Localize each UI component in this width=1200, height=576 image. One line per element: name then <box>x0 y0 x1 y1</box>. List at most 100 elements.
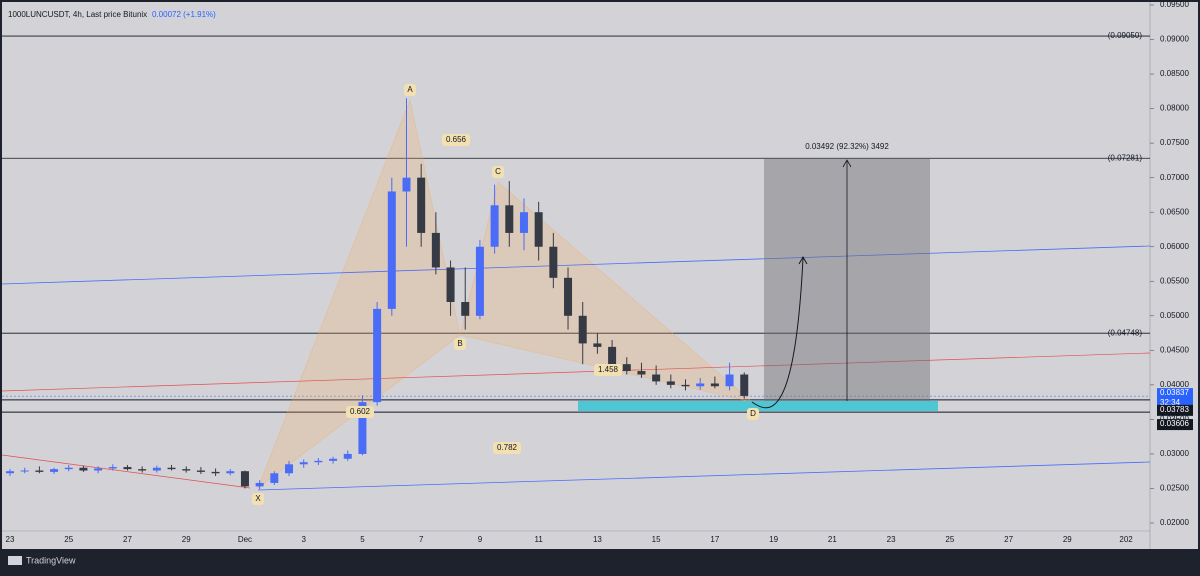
candle-body <box>740 374 749 396</box>
y-tick-label: 0.08500 <box>1160 69 1189 78</box>
x-tick-label: 13 <box>593 535 602 544</box>
level-label: (0.04748) <box>1108 328 1143 337</box>
candle-body <box>50 469 59 472</box>
x-tick-label: 25 <box>64 535 73 544</box>
candle-body <box>387 191 396 309</box>
x-tick-label: Dec <box>238 535 252 544</box>
candle-body <box>358 402 367 454</box>
point-badge <box>454 338 466 350</box>
candle-body <box>622 364 631 372</box>
candle-body <box>725 374 734 387</box>
trend-line <box>1 454 251 489</box>
candle-body <box>196 470 205 472</box>
level-label: (0.09050) <box>1108 31 1143 40</box>
y-tick-label: 0.07500 <box>1160 138 1189 147</box>
y-tick-label: 0.06000 <box>1160 242 1189 251</box>
point-label: B <box>457 339 462 348</box>
point-label: X <box>255 494 261 503</box>
y-tick-label: 0.03500 <box>1160 415 1189 424</box>
trend-line <box>1 352 1151 392</box>
x-tick-label: 27 <box>1004 535 1013 544</box>
x-tick-label: 3 <box>301 535 306 544</box>
candle-body <box>519 212 528 233</box>
candle-body <box>417 177 426 233</box>
candle-body <box>593 343 602 347</box>
candle-body <box>64 467 73 470</box>
ratio-badge <box>493 442 521 454</box>
countdown: 32:34 <box>1160 398 1181 407</box>
price-tag-box <box>1157 404 1193 416</box>
price-tag: 0.03837 <box>1160 388 1189 397</box>
x-tick-label: 202 <box>1119 535 1133 544</box>
y-tick-label: 0.04000 <box>1160 380 1189 389</box>
point-badge <box>252 493 264 505</box>
candle-body <box>226 471 235 474</box>
ratio-badge <box>594 364 622 376</box>
x-tick-label: 5 <box>360 535 365 544</box>
y-tick-label: 0.09000 <box>1160 35 1189 44</box>
x-tick-label: 27 <box>123 535 132 544</box>
candle-body <box>549 246 558 278</box>
point-badge <box>492 166 504 178</box>
x-tick-label: 23 <box>887 535 896 544</box>
candle-body <box>710 383 719 387</box>
point-label: C <box>495 167 501 176</box>
candle-body <box>505 205 514 233</box>
candle-body <box>255 482 264 487</box>
x-tick-label: 29 <box>182 535 191 544</box>
candle-body <box>211 471 220 474</box>
price-tag-box <box>1157 388 1193 409</box>
plot-background <box>2 2 1198 549</box>
candle-body <box>138 469 147 471</box>
candle-body <box>108 467 117 469</box>
candle-body <box>608 346 617 365</box>
point-badge <box>747 408 759 420</box>
candle-body <box>373 308 382 403</box>
brand-logo <box>8 556 22 565</box>
x-tick-label: 19 <box>769 535 778 544</box>
y-tick-label: 0.02500 <box>1160 484 1189 493</box>
x-tick-label: 7 <box>419 535 424 544</box>
projection-arrow <box>751 257 804 409</box>
ratio-badge <box>346 406 374 418</box>
point-label: D <box>750 409 756 418</box>
price-tag: 0.03783 <box>1160 405 1189 414</box>
candle-body <box>123 467 132 470</box>
candle-body <box>578 315 587 344</box>
level-label: (0.07281) <box>1108 153 1143 162</box>
y-tick-label: 0.02000 <box>1160 518 1189 527</box>
x-tick-label: 15 <box>652 535 661 544</box>
point-badge <box>404 84 416 96</box>
x-tick-label: 29 <box>1063 535 1072 544</box>
price-change: 0.00072 (+1.91%) <box>152 10 216 19</box>
drawings <box>1 98 1151 491</box>
y-tick-label: 0.04500 <box>1160 345 1189 354</box>
candle-body <box>79 467 88 471</box>
candle-body <box>94 468 103 471</box>
point-label: A <box>407 85 413 94</box>
candle-body <box>652 374 661 382</box>
x-tick-label: 11 <box>535 535 544 544</box>
candle-body <box>637 371 646 375</box>
candle-body <box>461 301 470 316</box>
candle-body <box>270 473 279 483</box>
candle-body <box>299 462 308 465</box>
x-tick-label: 23 <box>6 535 15 544</box>
candle-body <box>20 470 29 472</box>
brand: TradingView <box>26 555 76 565</box>
y-tick-label: 0.07000 <box>1160 173 1189 182</box>
candle-body <box>182 469 191 471</box>
y-tick-label: 0.05000 <box>1160 311 1189 320</box>
ratio-label: 1.458 <box>598 365 619 374</box>
candle-body <box>696 383 705 387</box>
ratio-label: 0.602 <box>350 407 371 416</box>
annotations: X A B C D 0.656 1.458 0.602 0.782 0.0349… <box>252 84 889 505</box>
candle-body <box>167 467 176 470</box>
candles <box>6 98 749 490</box>
candle-body <box>475 246 484 316</box>
ratio-label: 0.656 <box>446 135 467 144</box>
y-tick-label: 0.08000 <box>1160 104 1189 113</box>
arrow-head <box>842 159 852 168</box>
price-tag: 0.03606 <box>1160 419 1189 428</box>
